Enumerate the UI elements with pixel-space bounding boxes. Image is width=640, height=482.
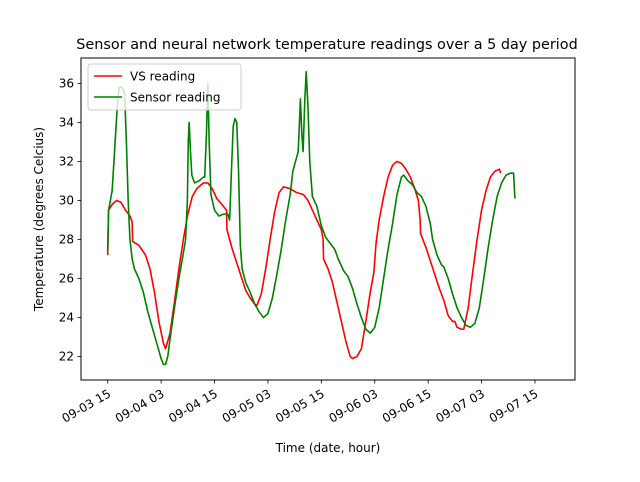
chart-title: Sensor and neural network temperature re…	[76, 37, 577, 53]
y-tick-label: 32	[59, 154, 74, 168]
plot-frame	[80, 57, 576, 381]
y-tick-label: 28	[59, 232, 74, 246]
legend-label-sensor-reading: Sensor reading	[130, 91, 221, 105]
y-axis-label: Temperature (degrees Celcius)	[32, 127, 46, 312]
series-line-vs-reading	[106, 160, 502, 360]
y-tick-label: 24	[59, 311, 74, 325]
y-tick-label: 22	[59, 350, 74, 364]
y-tick-label: 36	[59, 76, 74, 90]
legend-label-vs-reading: VS reading	[130, 70, 195, 84]
y-tick-label: 30	[59, 193, 74, 207]
y-axis-ticks: 22 24 26 28 30 32 34 36	[59, 76, 81, 364]
legend: VS reading Sensor reading	[87, 63, 242, 111]
y-tick-label: 26	[59, 272, 74, 286]
legend-box	[87, 63, 242, 111]
series-lines	[106, 70, 516, 366]
y-tick-label: 34	[59, 115, 74, 129]
plot-area	[106, 70, 516, 366]
series-line-sensor-reading	[106, 70, 516, 366]
x-axis-label: Time (date, hour)	[275, 441, 381, 455]
